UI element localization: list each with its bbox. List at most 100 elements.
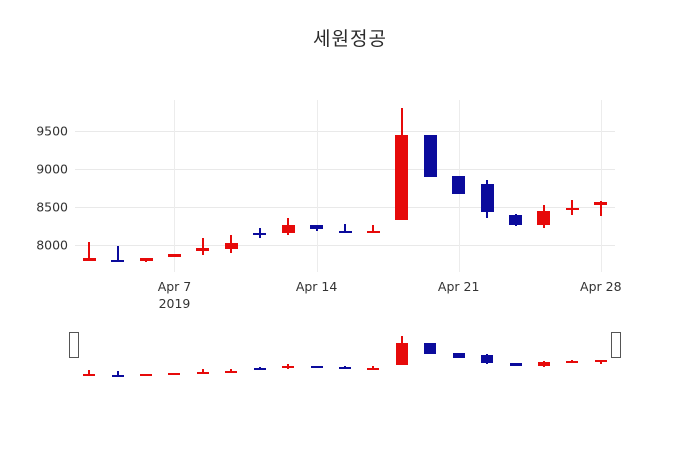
candlestick — [224, 100, 238, 272]
candlestick — [509, 330, 522, 384]
candlestick-body — [367, 367, 380, 370]
candlestick — [452, 330, 465, 384]
candlestick — [566, 330, 579, 384]
y-axis-tick-label: 9500 — [36, 123, 68, 139]
candlestick-body — [167, 254, 181, 258]
candlestick — [395, 330, 408, 384]
candlestick — [83, 330, 96, 384]
candlestick-body — [310, 225, 324, 230]
candlestick-body — [225, 370, 238, 373]
candlestick — [452, 100, 466, 272]
candlestick-body — [594, 201, 608, 206]
candlestick — [338, 100, 352, 272]
x-axis-tick-label: Apr 14 — [295, 279, 338, 294]
candlestick-body — [282, 365, 295, 368]
candlestick-wick — [88, 370, 91, 376]
candlestick-body — [395, 135, 409, 220]
candlestick-body — [537, 362, 550, 366]
candlestick-wick — [344, 365, 346, 368]
y-axis-tick-label: 8000 — [36, 237, 68, 253]
candlestick-wick — [372, 225, 375, 233]
candlestick — [139, 100, 153, 272]
gridline-vertical — [600, 100, 602, 272]
price-plot-area — [75, 100, 615, 272]
x-axis: Apr 7 2019 Apr 14 Apr 21 Apr 28 — [75, 279, 622, 313]
candlestick — [167, 100, 181, 272]
candlestick-body — [168, 373, 181, 376]
candlestick — [310, 330, 323, 384]
candlestick-body — [509, 215, 523, 225]
candlestick-body — [140, 374, 153, 377]
gridline-horizontal — [75, 168, 615, 170]
candlestick — [537, 100, 551, 272]
candlestick — [537, 330, 550, 384]
candlestick-body — [310, 365, 323, 368]
candlestick-body — [339, 367, 351, 370]
gridline-vertical — [174, 100, 176, 272]
candlestick-wick — [599, 200, 602, 217]
candlestick-body — [82, 258, 96, 261]
navigator-handle-left[interactable] — [68, 332, 79, 358]
candlestick-wick — [88, 242, 91, 262]
candlestick — [424, 330, 437, 384]
candlestick — [310, 100, 324, 272]
candlestick-body — [480, 184, 494, 213]
candlestick-body — [366, 231, 380, 234]
navigator-handle-right[interactable] — [611, 332, 622, 358]
candlestick — [196, 330, 209, 384]
candlestick — [339, 330, 351, 384]
page-title: 세원정공 — [313, 28, 387, 50]
candlestick-body — [566, 361, 579, 364]
candlestick-body — [196, 371, 209, 374]
candlestick — [253, 100, 267, 272]
candlestick — [111, 330, 124, 384]
candlestick — [196, 100, 210, 272]
candlestick — [594, 100, 608, 272]
candlestick — [395, 100, 409, 272]
candlestick-wick — [201, 369, 204, 374]
candlestick-body — [338, 230, 352, 233]
candlestick-body — [83, 374, 96, 377]
gridline-horizontal — [75, 130, 615, 132]
candlestick-body — [196, 248, 210, 251]
candlestick-body — [594, 359, 607, 362]
gridline-horizontal — [75, 207, 615, 209]
candlestick-body — [452, 353, 465, 358]
candlestick-body — [452, 175, 466, 195]
candlestick-body — [253, 233, 267, 235]
x-axis-tick-label: Apr 7 2019 — [157, 279, 192, 311]
candlestick-wick — [372, 365, 375, 368]
candlestick-body — [111, 374, 124, 377]
navigator-plot-area[interactable] — [68, 330, 622, 384]
candlestick — [111, 100, 125, 272]
candlestick-wick — [571, 200, 574, 215]
candlestick — [281, 100, 295, 272]
candlestick — [82, 100, 96, 272]
candlestick — [423, 100, 437, 272]
y-axis-tick-label: 9000 — [36, 161, 68, 177]
candlestick — [509, 100, 523, 272]
y-axis-tick-label: 8500 — [36, 199, 68, 215]
candlestick-body — [395, 342, 408, 365]
candlestick-body — [481, 355, 494, 363]
candlestick — [565, 100, 579, 272]
candlestick — [282, 330, 295, 384]
candlestick-body — [537, 210, 551, 225]
candlestick-body — [424, 342, 437, 354]
x-axis-tick-label: Apr 21 — [437, 279, 480, 294]
candlestick-wick — [344, 223, 346, 232]
gridline-horizontal — [75, 245, 615, 247]
candlestick-body — [281, 225, 295, 233]
candlestick-body — [565, 207, 579, 210]
candlestick-body — [139, 258, 153, 262]
x-axis-tick-sublabel: 2019 — [158, 296, 191, 311]
candlestick-wick — [116, 371, 119, 376]
candlestick-body — [253, 367, 266, 370]
candlestick — [594, 330, 607, 384]
candlestick — [480, 100, 494, 272]
candlestick — [367, 330, 380, 384]
gridline-vertical — [316, 100, 318, 272]
candlestick-wick — [116, 246, 119, 263]
candlestick-wick — [571, 359, 574, 364]
